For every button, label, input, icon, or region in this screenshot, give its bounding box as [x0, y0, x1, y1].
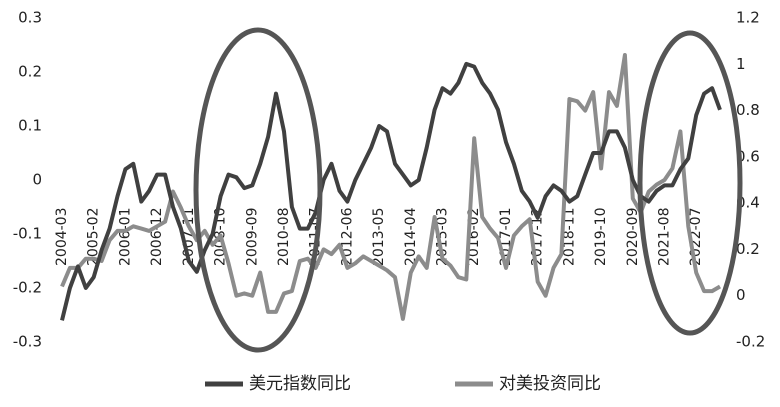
y2-tick-label: 0.2: [736, 240, 760, 258]
series-line: [60, 53, 722, 321]
y2-tick-label: 0.8: [736, 101, 760, 119]
y-tick-label: 0.1: [18, 117, 42, 135]
x-tick-label: 2015-03: [435, 208, 451, 267]
x-tick-label: 2019-10: [593, 208, 609, 267]
y2-tick-label: 0: [736, 286, 746, 304]
y-tick-label: -0.1: [13, 225, 42, 243]
x-tick-label: 2021-08: [657, 208, 673, 267]
x-tick-label: 2018-11: [561, 208, 577, 267]
x-tick-label: 2014-04: [403, 207, 419, 266]
y-tick-label: 0.2: [18, 63, 42, 81]
x-tick-label: 2006-12: [149, 208, 165, 267]
x-tick-label: 2013-05: [371, 208, 387, 267]
y2-tick-label: 1: [736, 55, 746, 73]
plot-area: -0.3-0.2-0.100.10.20.3-0.200.20.40.60.81…: [13, 9, 766, 351]
y2-tick-label: -0.2: [736, 333, 765, 351]
legend-label: 对美投资同比: [499, 374, 601, 394]
y2-tick-label: 1.2: [736, 9, 760, 27]
y-tick-label: 0.3: [18, 9, 42, 27]
x-tick-label: 2020-09: [625, 208, 641, 267]
highlight-ellipse: [637, 30, 743, 336]
y-tick-label: -0.2: [13, 279, 42, 297]
y-tick-label: 0: [32, 171, 42, 189]
legend-label: 美元指数同比: [249, 374, 351, 394]
x-tick-label: 2004-03: [54, 208, 70, 267]
series-line: [60, 61, 722, 321]
x-tick-label: 2009-09: [244, 207, 260, 266]
x-tick-label: 2006-01: [117, 208, 133, 267]
y-tick-label: -0.3: [13, 333, 42, 351]
x-tick-label: 2005-02: [86, 208, 102, 267]
x-tick-label: 2010-08: [276, 208, 292, 267]
highlight-ellipse: [193, 27, 323, 353]
